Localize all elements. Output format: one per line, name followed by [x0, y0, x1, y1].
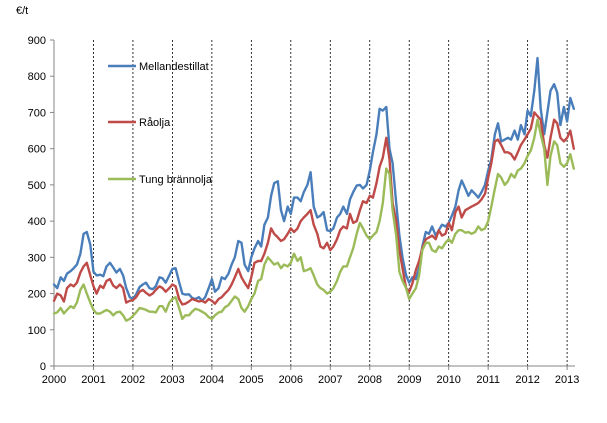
- series-line-1: [52, 56, 575, 302]
- y-tick-label-600: 600: [28, 144, 46, 156]
- x-tick-label-2003: 2003: [160, 374, 184, 386]
- y-tick-label-100: 100: [28, 325, 46, 337]
- legend-label-1: Mellandestillat: [139, 61, 209, 73]
- legend-label-2: Råolja: [139, 117, 171, 129]
- x-tick-label-2013: 2013: [555, 374, 579, 386]
- x-tick-label-2008: 2008: [358, 374, 382, 386]
- y-tick-label-700: 700: [28, 107, 46, 119]
- x-tick-label-2009: 2009: [397, 374, 421, 386]
- x-tick-label-2006: 2006: [279, 374, 303, 386]
- x-tick-label-2012: 2012: [515, 374, 539, 386]
- y-axis-label: €/t: [16, 5, 28, 17]
- x-tick-label-2007: 2007: [318, 374, 342, 386]
- x-tick-label-2002: 2002: [121, 374, 145, 386]
- x-tick-label-2001: 2001: [81, 374, 105, 386]
- series-line-3: [52, 118, 575, 322]
- axes: 0 100 200 300 400 500 600 700 800 900 2000 2001 2002…: [28, 35, 580, 386]
- x-tick-label-2005: 2005: [239, 374, 263, 386]
- series: [52, 56, 575, 322]
- legend-label-3: Tung brännolja: [139, 174, 213, 186]
- x-tick-label-2004: 2004: [200, 374, 224, 386]
- y-tick-label-500: 500: [28, 180, 46, 192]
- series-line-2: [52, 111, 575, 306]
- y-tick-label-900: 900: [28, 35, 46, 47]
- legend: Mellandestillat Råolja Tung brännolja: [108, 61, 213, 186]
- x-tick-label-2010: 2010: [436, 374, 460, 386]
- y-tick-label-300: 300: [28, 252, 46, 264]
- y-tick-label-200: 200: [28, 289, 46, 301]
- x-tick-label-2000: 2000: [42, 374, 66, 386]
- x-tick-label-2011: 2011: [476, 374, 500, 386]
- y-tick-label-0: 0: [40, 361, 46, 373]
- y-tick-label-400: 400: [28, 216, 46, 228]
- y-tick-label-800: 800: [28, 71, 46, 83]
